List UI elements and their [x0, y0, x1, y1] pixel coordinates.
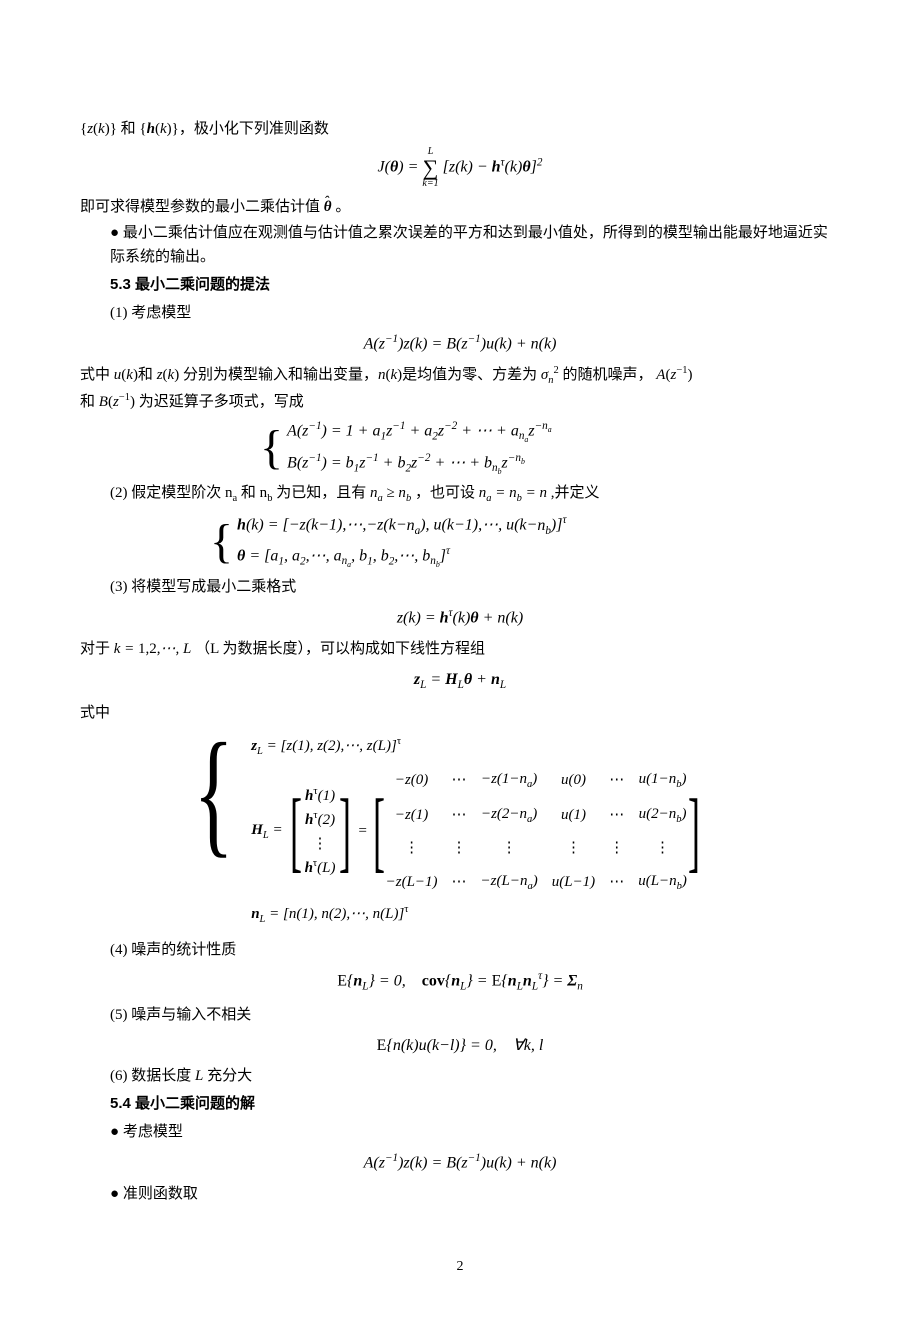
theta-hat: θˆ: [324, 199, 332, 215]
page-number: 2: [80, 1256, 840, 1278]
item-5: (5) 噪声与输入不相关: [80, 1003, 840, 1027]
item2c: 为已知，且有: [276, 485, 366, 501]
section-5-3: 5.3 最小二乘问题的提法: [80, 273, 840, 297]
brace-h-theta: { h(k) = [−z(k−1),⋯,−z(k−na), u(k−1),⋯, …: [80, 510, 840, 573]
formula-zk: z(k) = hτ(k)θ + n(k): [80, 605, 840, 631]
h-def: h(k) = [−z(k−1),⋯,−z(k−na), u(k−1),⋯, u(…: [237, 510, 566, 541]
left-brace-icon: {: [260, 426, 283, 469]
B-poly: B(z−1) = b1z−1 + b2z−2 + ⋯ + bnbz−nb: [287, 448, 552, 480]
A-poly: A(z−1) = 1 + a1z−1 + a2z−2 + ⋯ + anaz−na: [287, 416, 552, 448]
bullet-criterion: 准则函数取: [80, 1182, 840, 1206]
item2a: (2) 假定模型阶次 n: [110, 485, 233, 501]
formula-zL: zL = HLθ + nL: [80, 667, 840, 695]
left-brace-big-icon: {: [193, 733, 233, 852]
na-ge-nb: na ≥ nb: [370, 485, 411, 501]
item2e: ,并定义: [551, 485, 600, 501]
line2-prefix: 即可求得模型参数的最小二乘估计值: [80, 199, 320, 215]
k12L: k = 1,2,⋯, L: [114, 641, 192, 657]
brace-matrix-def: { zL = [z(1), z(2),⋯, z(L)]τ HL = [ hτ(1…: [80, 733, 840, 930]
formula-model: A(z−1)z(k) = B(z−1)u(k) + n(k): [80, 331, 840, 357]
line4a: 对于: [80, 641, 110, 657]
item-3: (3) 将模型写成最小二乘格式: [80, 575, 840, 599]
line3c: 和: [80, 394, 95, 410]
B-z: B: [99, 394, 108, 410]
line2-suffix: 。: [335, 199, 350, 215]
nL-def: nL = [n(1), n(2),⋯, n(L)]τ: [251, 901, 701, 930]
theta-def: θ = [a1, a2,⋯, ana, b1, b2,⋯, bnb]τ: [237, 541, 566, 573]
na-eq-nb: na = nb = n: [479, 485, 547, 501]
formula-J: J(θ) = L∑k=1 [z(k) − hτ(k)θ]2: [80, 147, 840, 189]
bullet1-text: 最小二乘估计值应在观测值与估计值之累次误差的平方和达到最小值处，所得到的模型输出…: [110, 225, 828, 265]
left-brace-icon-2: {: [210, 520, 233, 563]
line3a: 式中 u(k)和 z(k) 分别为模型输入和输出变量，n(k)是均值为零、方差为: [80, 367, 537, 383]
item-4: (4) 噪声的统计性质: [80, 938, 840, 962]
bullet2-text: 考虑模型: [123, 1124, 183, 1140]
item2b: 和 n: [241, 485, 267, 501]
item2d: ，也可设: [415, 485, 475, 501]
line3d: 为迟延算子多项式，写成: [139, 394, 304, 410]
line4: 对于 k = 1,2,⋯, L （L 为数据长度），可以构成如下线性方程组: [80, 637, 840, 661]
line2: 即可求得模型参数的最小二乘估计值 θˆ 。: [80, 195, 840, 219]
formula-E-nu: E{n(k)u(k−l)} = 0, ∀k, l: [80, 1033, 840, 1059]
section-5-4: 5.4 最小二乘问题的解: [80, 1092, 840, 1116]
item-2: (2) 假定模型阶次 na 和 nb 为已知，且有 na ≥ nb ，也可设 n…: [80, 481, 840, 508]
line3: 式中 u(k)和 z(k) 分别为模型输入和输出变量，n(k)是均值为零、方差为…: [80, 363, 840, 414]
line1-suffix: 极小化下列准则函数: [194, 121, 329, 137]
item-6: (6) 数据长度 L 充分大: [80, 1064, 840, 1088]
line1-prefix: {z(k)} 和 {h(k)}，: [80, 121, 194, 137]
HL-def: HL = [ hτ(1) hτ(2) ⋮ hτ(L) ] = [ −z(0)⋯−…: [251, 766, 701, 898]
line3b: 的随机噪声，: [563, 367, 653, 383]
line4b: （L 为数据长度），可以构成如下线性方程组: [195, 641, 485, 657]
item-1: (1) 考虑模型: [80, 301, 840, 325]
intro-line: {z(k)} 和 {h(k)}，极小化下列准则函数: [80, 117, 840, 141]
brace-AB: { A(z−1) = 1 + a1z−1 + a2z−2 + ⋯ + anaz−…: [80, 416, 840, 480]
bullet-ls-note: 最小二乘估计值应在观测值与估计值之累次误差的平方和达到最小值处，所得到的模型输出…: [80, 221, 840, 269]
sigma-n2: σn: [541, 367, 554, 383]
zL-def: zL = [z(1), z(2),⋯, z(L)]τ: [251, 733, 701, 762]
formula-model-2: A(z−1)z(k) = B(z−1)u(k) + n(k): [80, 1150, 840, 1176]
bullet-model: 考虑模型: [80, 1120, 840, 1144]
formula-E-nL: E{nL} = 0, cov{nL} = E{nLnLτ} = Σn: [80, 968, 840, 996]
bullet3-text: 准则函数取: [123, 1186, 198, 1202]
A-z: A: [656, 367, 665, 383]
